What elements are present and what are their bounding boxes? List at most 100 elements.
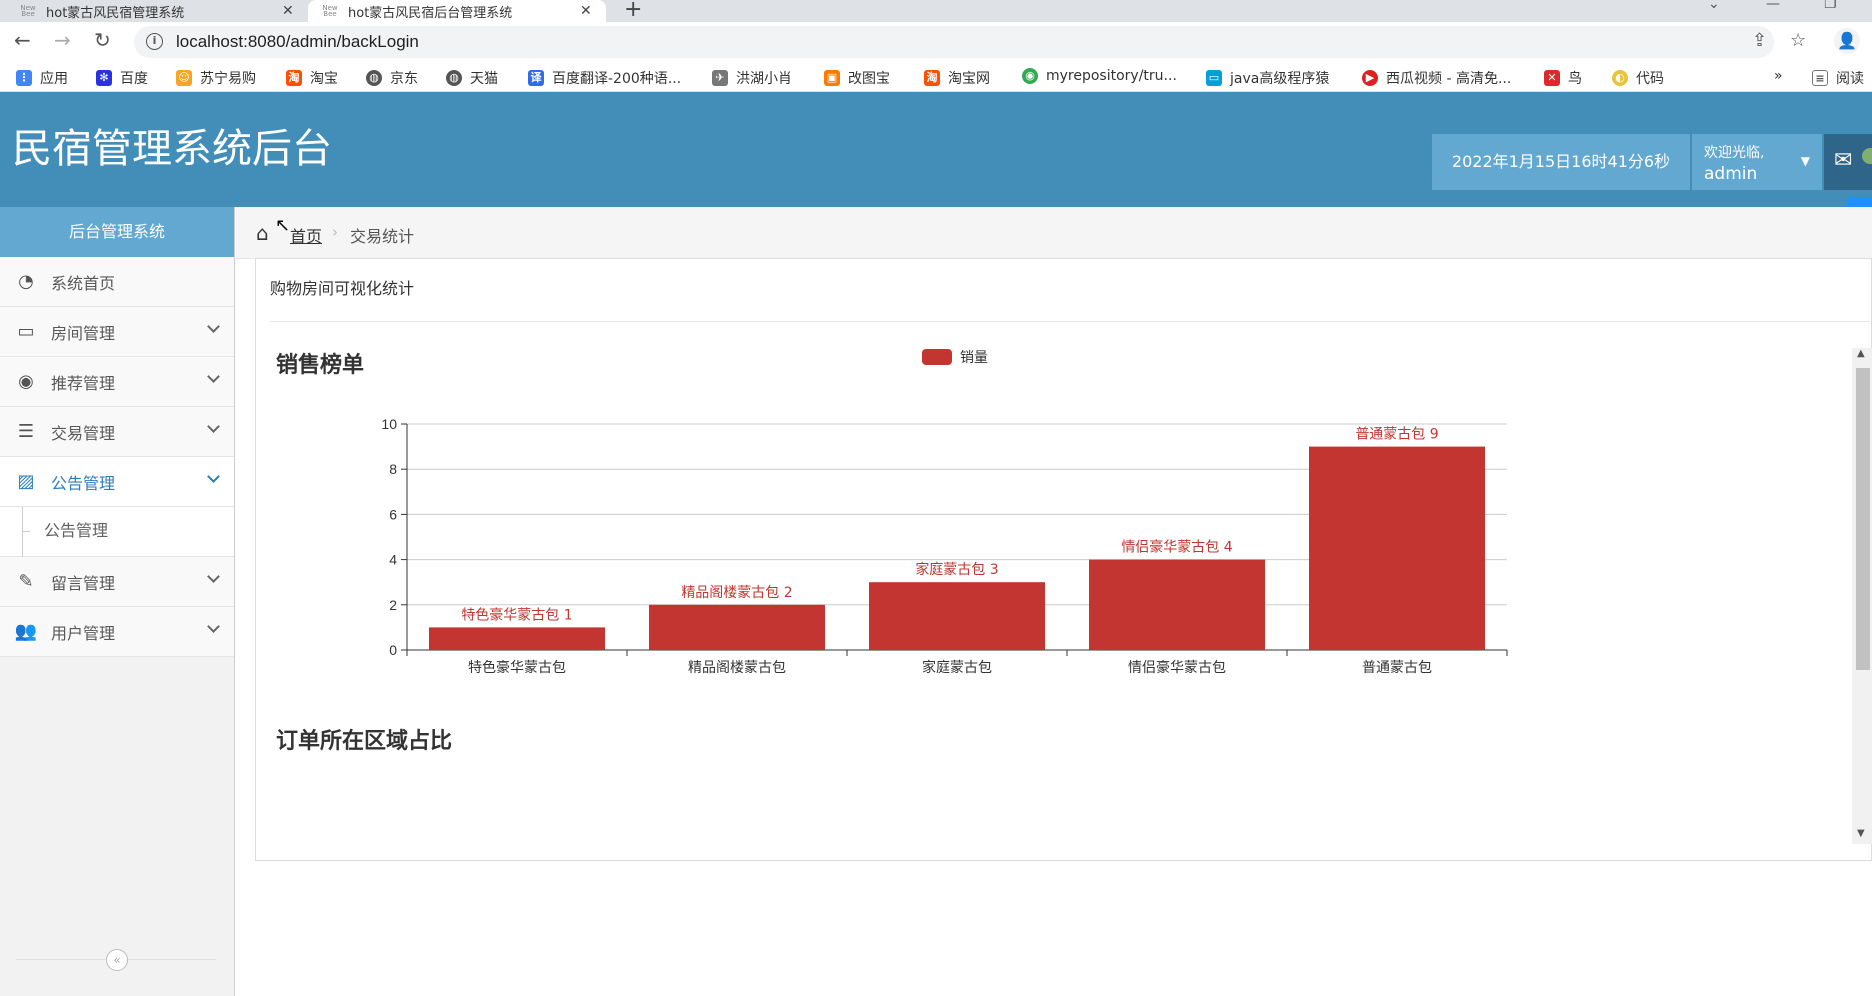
chrome-icon: ◉ (1022, 68, 1038, 84)
x-tick-label: 情侣豪华蒙古包 (1128, 660, 1226, 676)
url-text[interactable]: localhost:8080/admin/backLogin (176, 32, 419, 51)
bar-data-label: 家庭蒙古包 3 (915, 561, 998, 578)
chevron-down-icon (207, 370, 220, 383)
bookmark-honghu[interactable]: ✈ 洪湖小肖 (712, 68, 792, 88)
desktop-icon: ▭ (17, 321, 35, 342)
y-tick-label: 2 (389, 597, 397, 613)
collapse-sidebar-icon[interactable]: « (106, 949, 128, 971)
browser-tab-active[interactable]: New Bee hot蒙古风民宿后台管理系统 ✕ (308, 0, 606, 22)
bar (649, 604, 825, 650)
bookmark-gaitubao[interactable]: ▣ 改图宝 (824, 68, 890, 88)
address-bar[interactable]: i localhost:8080/admin/backLogin ⇪ (134, 26, 1774, 58)
sidebar-heading: 后台管理系统 (0, 207, 234, 257)
tree-connector (22, 507, 30, 557)
reading-list-icon: ≡ (1812, 70, 1828, 86)
breadcrumb-current: 交易统计 (350, 227, 415, 246)
bookmark-niao[interactable]: ✕ 鸟 (1544, 68, 1582, 88)
forward-arrow-icon[interactable]: → (54, 28, 71, 52)
sidebar-item-transactions[interactable]: ☰ 交易管理 (0, 407, 234, 457)
user-menu[interactable]: 欢迎光临, admin ▼ (1692, 134, 1822, 190)
chart-legend[interactable]: 销量 (922, 347, 988, 367)
chevron-down-icon (207, 470, 220, 483)
reading-list[interactable]: ≡ 阅读 (1812, 68, 1864, 88)
bookmark-baidu-translate[interactable]: 译百度翻译-200种语... (528, 68, 681, 88)
bar-data-label: 普通蒙古包 9 (1355, 427, 1438, 443)
list-icon: ☰ (17, 421, 35, 442)
welcome-text: 欢迎光临, (1704, 145, 1765, 161)
sidebar-item-home[interactable]: ◔ 系统首页 (0, 257, 234, 307)
users-icon: 👥 (14, 621, 38, 642)
x-tick-label: 特色豪华蒙古包 (468, 659, 566, 676)
bar-data-label: 精品阁楼蒙古包 2 (681, 585, 792, 601)
bookmark-code[interactable]: ◐ 代码 (1612, 68, 1664, 88)
breadcrumb-home-link[interactable]: 首页 (290, 227, 323, 246)
sidebar-item-rooms[interactable]: ▭ 房间管理 (0, 307, 234, 357)
bar-data-label: 情侣豪华蒙古包 4 (1121, 540, 1232, 556)
bookmark-apps[interactable]: ⋮ 应用 (16, 68, 68, 88)
sales-chart-title: 销售榜单 (276, 353, 365, 378)
bookmark-taobao[interactable]: 淘淘宝 (286, 68, 338, 88)
scroll-up-icon[interactable]: ▲ (1857, 348, 1865, 359)
sidebar-item-users[interactable]: 👥 用户管理 (0, 607, 234, 657)
globe-icon: ◍ (366, 70, 382, 86)
panel-scrollbar[interactable]: ▲ ▼ (1852, 348, 1872, 844)
y-tick-label: 8 (389, 461, 397, 477)
tab-title: hot蒙古风民宿后台管理系统 (348, 5, 513, 21)
restore-icon[interactable]: ❐ (1824, 0, 1837, 12)
translate-icon: 译 (528, 70, 544, 86)
sidebar-item-announcements[interactable]: ▨ 公告管理 (0, 457, 234, 507)
close-tab-icon[interactable]: ✕ (580, 3, 592, 19)
chevron-down-icon (207, 570, 220, 583)
browser-tab[interactable]: New Bee hot蒙古风民宿管理系统 ✕ (20, 0, 300, 22)
tab-search-icon[interactable]: ⌄ (1708, 0, 1720, 12)
notification-badge (1862, 148, 1872, 164)
y-tick-label: 10 (381, 416, 397, 432)
site-info-icon[interactable]: i (146, 33, 163, 50)
y-tick-label: 0 (389, 642, 397, 658)
bar (1309, 446, 1485, 650)
current-datetime: 2022年1月15日16时41分6秒 (1432, 134, 1690, 190)
share-icon[interactable]: ⇪ (1752, 30, 1768, 51)
profile-avatar-icon[interactable]: 👤 (1834, 28, 1860, 54)
messages-button[interactable]: ✉ (1824, 134, 1872, 190)
bookmark-suning[interactable]: ☺ 苏宁易购 (176, 68, 256, 88)
bookmark-tmall[interactable]: ◍ 天猫 (446, 68, 498, 88)
xigua-icon: ▶ (1362, 70, 1378, 86)
scroll-down-icon[interactable]: ▼ (1857, 828, 1865, 839)
sales-bar-chart: 0 2 4 6 8 10 特色豪华蒙古包 1 特色豪华蒙古包 精品阁楼蒙古包 2 精品阁楼蒙古包 家… (381, 416, 1508, 676)
minimize-icon[interactable]: — (1766, 0, 1780, 12)
bookmark-baidu[interactable]: ✻ 百度 (96, 68, 148, 88)
submenu-item-announcements[interactable]: 公告管理 (0, 507, 234, 557)
scrollbar-thumb[interactable] (1856, 368, 1870, 670)
home-icon[interactable]: ⌂ (256, 221, 269, 245)
bookmark-java[interactable]: ▭ java高级程序猿 (1206, 68, 1329, 88)
bookmarks-bar: ⋮ 应用 ✻ 百度 ☺ 苏宁易购 淘淘宝 ◍ 京东 ◍ 天猫 译百度翻译-200种语...… (0, 62, 1872, 92)
bookmark-jd[interactable]: ◍ 京东 (366, 68, 418, 88)
bird-icon: ✈ (712, 70, 728, 86)
sidebar-item-messages[interactable]: ✎ 留言管理 (0, 557, 234, 607)
x-tick-label: 家庭蒙古包 (922, 659, 992, 676)
back-arrow-icon[interactable]: ← (14, 28, 31, 52)
y-tick-label: 4 (389, 552, 397, 568)
reload-icon[interactable]: ↻ (94, 28, 111, 52)
chevron-down-icon (207, 320, 220, 333)
eye-icon: ◉ (18, 371, 34, 392)
sidebar-item-recommend[interactable]: ◉ 推荐管理 (0, 357, 234, 407)
bookmark-myrepository[interactable]: ◉ myrepository/tru... (1022, 68, 1177, 84)
new-favicon-icon: New Bee (20, 4, 36, 18)
legend-swatch (922, 349, 952, 365)
bookmark-taobao-net[interactable]: 淘淘宝网 (924, 68, 990, 88)
chevron-down-icon (207, 620, 220, 633)
new-favicon-icon: New Bee (322, 4, 338, 18)
new-tab-icon[interactable]: + (624, 0, 643, 22)
dashboard-icon: ◔ (18, 271, 34, 292)
edit-icon: ✎ (18, 571, 34, 592)
bookmark-star-icon[interactable]: ☆ (1790, 30, 1807, 51)
bar (869, 582, 1045, 650)
more-bookmarks-icon[interactable]: » (1774, 68, 1783, 84)
bilibili-icon: ▭ (1206, 70, 1222, 86)
x-tick-label: 普通蒙古包 (1362, 660, 1432, 676)
close-tab-icon[interactable]: ✕ (282, 3, 294, 19)
breadcrumb-separator-icon: › (332, 223, 338, 241)
bookmark-xigua[interactable]: ▶ 西瓜视频 - 高清免... (1362, 68, 1511, 88)
